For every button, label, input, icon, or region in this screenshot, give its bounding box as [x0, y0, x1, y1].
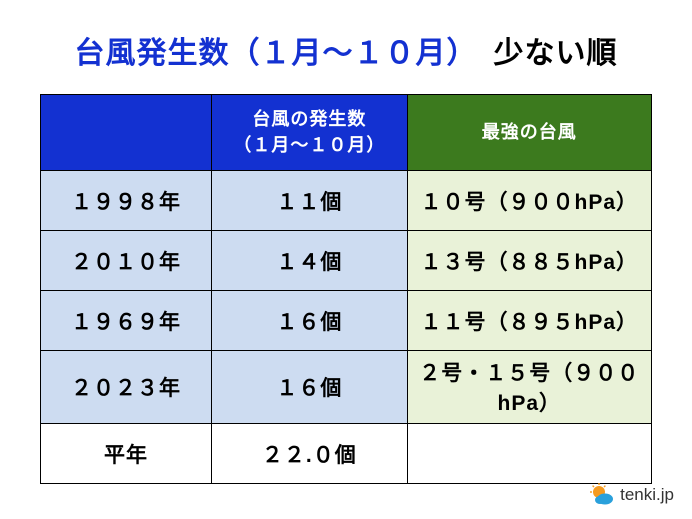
cell-strongest: ２号・１５号（９００hPa）	[407, 351, 651, 424]
cell-strongest: １３号（８８５hPa）	[407, 231, 651, 291]
cell-count: １１個	[212, 171, 408, 231]
cell-year: １９９８年	[41, 171, 212, 231]
cell-count: １６個	[212, 351, 408, 424]
title-part-black: 少ない順	[463, 37, 618, 70]
cell-year: ２０１０年	[41, 231, 212, 291]
cell-strongest: １１号（８９５hPa）	[407, 291, 651, 351]
footer-text: tenki.jp	[620, 485, 674, 505]
cell-count: ２２.０個	[212, 424, 408, 484]
table-row: １９６９年 １６個 １１号（８９５hPa）	[41, 291, 652, 351]
table-row: １９９８年 １１個 １０号（９００hPa）	[41, 171, 652, 231]
tenki-logo-icon	[590, 483, 614, 507]
cell-year: ２０２３年	[41, 351, 212, 424]
table-row: 平年 ２２.０個	[41, 424, 652, 484]
table-row: ２０２３年 １６個 ２号・１５号（９００hPa）	[41, 351, 652, 424]
table-header-row: 台風の発生数 （１月～１０月） 最強の台風	[41, 95, 652, 171]
header-year	[41, 95, 212, 171]
cell-strongest: １０号（９００hPa）	[407, 171, 651, 231]
page-title: 台風発生数（１月～１０月） 少ない順	[40, 28, 652, 72]
cell-strongest	[407, 424, 651, 484]
typhoon-table: 台風の発生数 （１月～１０月） 最強の台風 １９９８年 １１個 １０号（９００h…	[40, 94, 652, 484]
cell-count: １６個	[212, 291, 408, 351]
header-strongest: 最強の台風	[407, 95, 651, 171]
header-count: 台風の発生数 （１月～１０月）	[212, 95, 408, 171]
cell-count: １４個	[212, 231, 408, 291]
cell-year: 平年	[41, 424, 212, 484]
footer-brand: tenki.jp	[590, 483, 674, 507]
table-row: ２０１０年 １４個 １３号（８８５hPa）	[41, 231, 652, 291]
cell-year: １９６９年	[41, 291, 212, 351]
title-part-blue: 台風発生数（１月～１０月）	[75, 37, 463, 70]
